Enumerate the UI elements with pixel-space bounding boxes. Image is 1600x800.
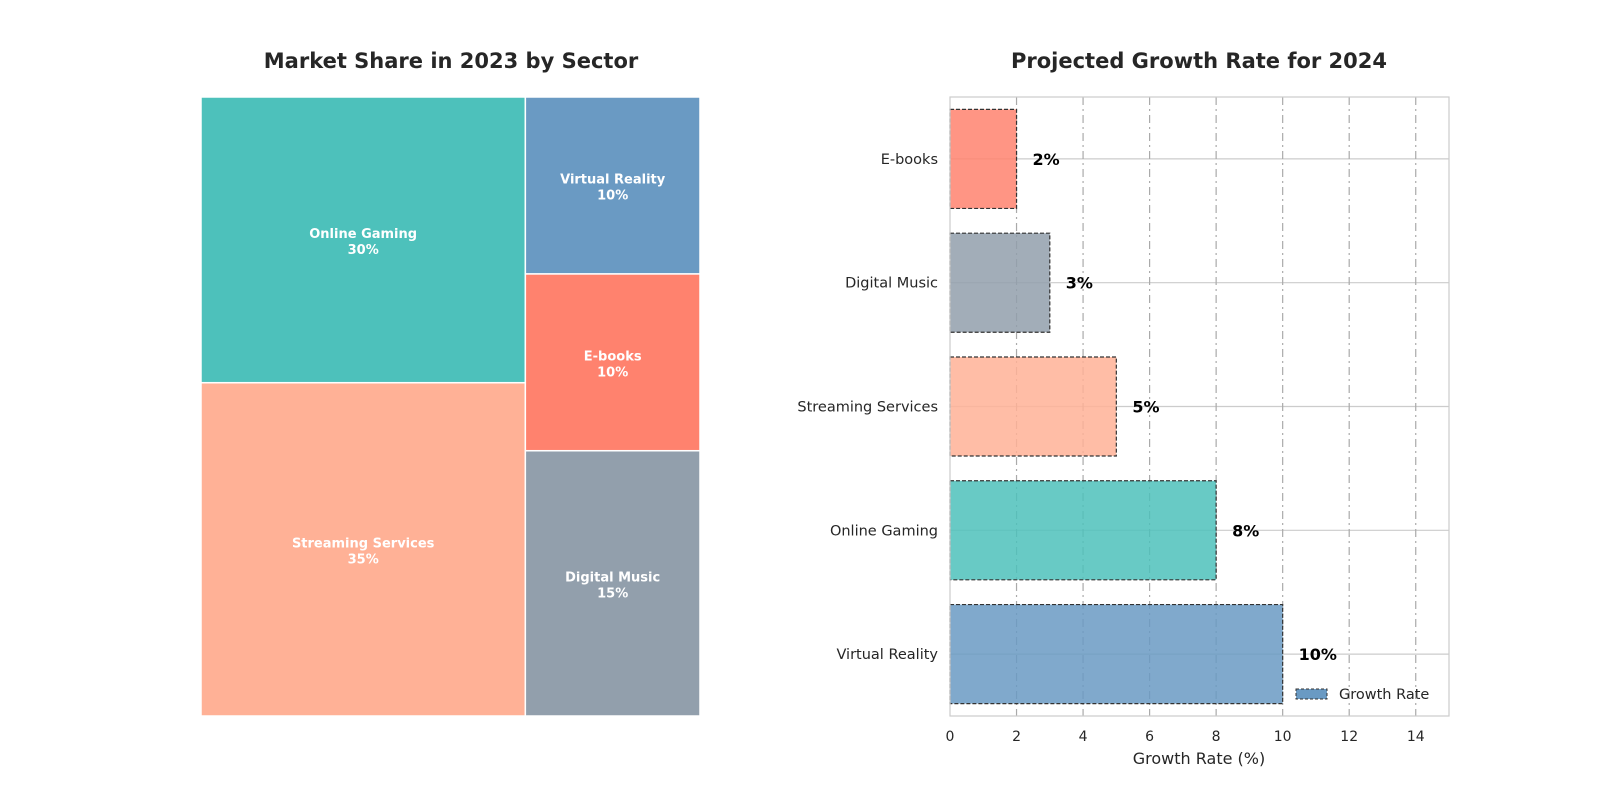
y-tick-label: Streaming Services bbox=[797, 400, 938, 416]
legend-swatch bbox=[1295, 688, 1328, 700]
plot-frame bbox=[949, 96, 1450, 717]
x-tick-label: 12 bbox=[1340, 729, 1358, 745]
legend: Growth Rate bbox=[1295, 687, 1429, 703]
treemap-title: Market Share in 2023 by Sector bbox=[264, 49, 639, 73]
treemap-value: 10% bbox=[597, 365, 628, 380]
bar-streaming-services: 5% bbox=[949, 356, 1160, 457]
bar-online-gaming: 8% bbox=[949, 480, 1259, 581]
treemap-rect-virtual-reality bbox=[524, 96, 701, 275]
y-tick-label: Digital Music bbox=[845, 276, 938, 292]
x-tick-label: 6 bbox=[1145, 729, 1154, 745]
y-tick-label: Online Gaming bbox=[830, 523, 938, 539]
bar-value-label: 5% bbox=[1132, 398, 1159, 417]
treemap-rect-e-books bbox=[524, 273, 701, 452]
treemap-value: 15% bbox=[597, 586, 628, 601]
y-axis-labels: Virtual Reality Online Gaming Streaming Se… bbox=[797, 152, 938, 663]
treemap-label: Online Gaming bbox=[309, 227, 417, 242]
bar-value-label: 8% bbox=[1232, 521, 1259, 540]
treemap-value: 10% bbox=[597, 188, 628, 203]
bar-value-label: 3% bbox=[1066, 274, 1093, 293]
y-tick-label: E-books bbox=[881, 152, 938, 168]
treemap-rect-online-gaming bbox=[200, 96, 527, 384]
treemap-panel: Market Share in 2023 by Sector Streaming… bbox=[200, 49, 701, 717]
bar-rect bbox=[949, 356, 1117, 457]
x-tick-label: 0 bbox=[946, 729, 955, 745]
treemap-label: Digital Music bbox=[565, 570, 660, 585]
bar-rect bbox=[949, 232, 1051, 333]
x-tick-label: 14 bbox=[1407, 729, 1425, 745]
bar-chart-panel: Projected Growth Rate for 2024 10% 8% 5% 3%… bbox=[797, 49, 1450, 768]
bar-rect bbox=[949, 108, 1018, 210]
bar-digital-music: 3% bbox=[949, 232, 1093, 333]
bar-rect bbox=[949, 603, 1284, 705]
treemap-label: Streaming Services bbox=[292, 536, 435, 551]
bar-rect bbox=[949, 480, 1217, 581]
bar-e-books: 2% bbox=[949, 108, 1060, 210]
x-tick-label: 8 bbox=[1212, 729, 1221, 745]
y-tick-label: Virtual Reality bbox=[836, 647, 938, 663]
bar-value-label: 2% bbox=[1033, 150, 1060, 169]
bar-virtual-reality: 10% bbox=[949, 603, 1337, 705]
x-tick-label: 10 bbox=[1274, 729, 1292, 745]
bar-bars: 10% 8% 5% 3% 2% bbox=[949, 108, 1337, 705]
treemap-value: 30% bbox=[348, 243, 379, 258]
x-tick-label: 4 bbox=[1079, 729, 1088, 745]
treemap-value: 35% bbox=[348, 552, 379, 567]
x-axis-label: Growth Rate (%) bbox=[1133, 749, 1265, 768]
bar-chart-title: Projected Growth Rate for 2024 bbox=[1011, 49, 1387, 73]
x-tick-label: 2 bbox=[1012, 729, 1021, 745]
treemap-rect-streaming-services bbox=[200, 381, 527, 717]
legend-label: Growth Rate bbox=[1339, 687, 1429, 703]
x-axis-ticks: 0 2 4 6 8 10 12 14 bbox=[946, 729, 1425, 745]
bar-value-label: 10% bbox=[1299, 645, 1337, 664]
treemap-label: Virtual Reality bbox=[560, 172, 666, 187]
treemap-label: E-books bbox=[584, 349, 642, 364]
